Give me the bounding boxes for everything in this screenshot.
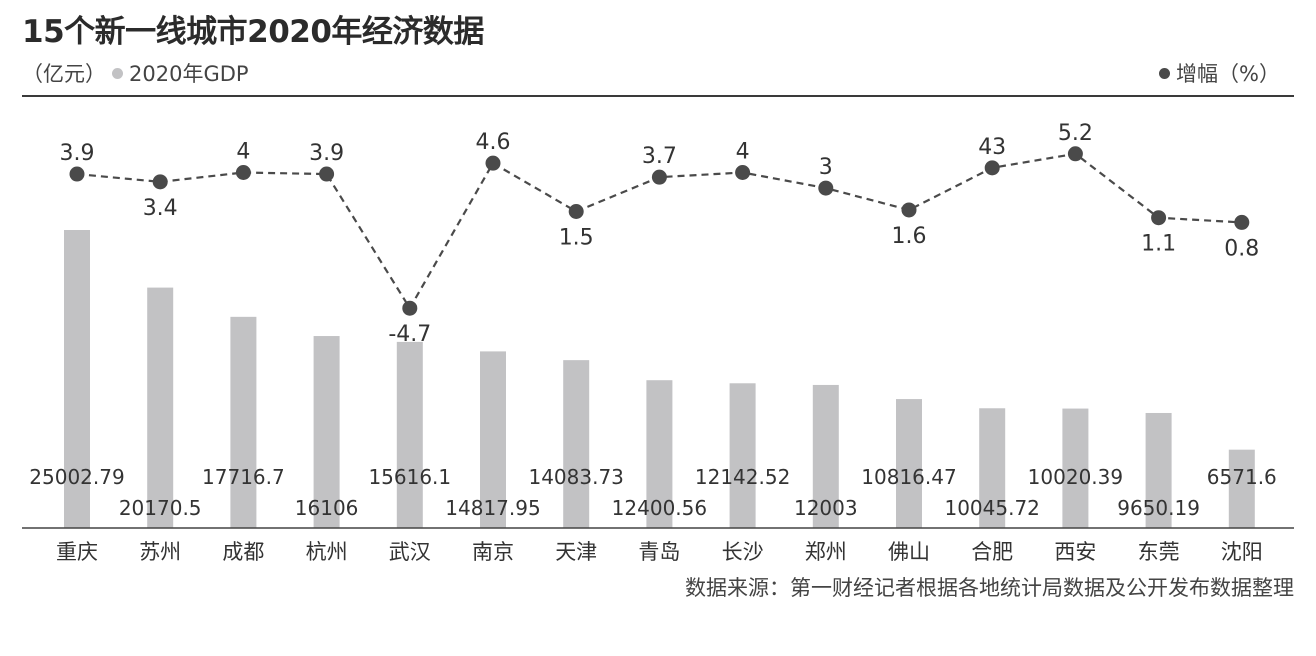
source-note: 数据来源：第一财经记者根据各地统计局数据及公开发布数据整理 [685, 576, 1294, 600]
growth-value-label-2: 3.4 [143, 196, 178, 221]
gdp-bar-11 [896, 399, 922, 528]
x-tick-label-15: 沈阳 [1221, 540, 1263, 564]
gdp-bar-10 [812, 384, 839, 528]
gdp-bar-1 [64, 230, 90, 528]
growth-point-5 [402, 300, 418, 316]
gdp-value-label-5: 15616.1 [368, 465, 451, 489]
x-tick-label-2: 苏州 [139, 540, 181, 564]
x-tick-label-8: 青岛 [638, 540, 680, 564]
x-tick-label-14: 东莞 [1138, 540, 1180, 564]
gdp-bar-4 [313, 336, 340, 528]
x-tick-label-12: 合肥 [971, 540, 1013, 564]
gdp-bar-5 [396, 341, 423, 528]
x-tick-label-1: 重庆 [56, 540, 98, 564]
growth-value-label-12: 43 [978, 135, 1006, 160]
gdp-value-label-13: 10020.39 [1028, 465, 1123, 489]
gdp-value-label-15: 6571.6 [1207, 465, 1277, 489]
growth-point-11 [901, 202, 917, 218]
gdp-bar-3 [230, 316, 257, 528]
gdp-value-label-1: 25002.79 [29, 465, 124, 489]
unit-label: （亿元） [22, 62, 106, 86]
gdp-bar-7 [563, 360, 590, 528]
growth-point-3 [235, 165, 251, 180]
gdp-bar-14 [1145, 412, 1172, 528]
x-tick-label-9: 长沙 [722, 540, 764, 564]
gdp-value-label-6: 14817.95 [445, 496, 540, 520]
gdp-value-label-8: 12400.56 [612, 496, 707, 520]
growth-point-8 [651, 169, 667, 185]
growth-value-label-6: 4.6 [476, 130, 511, 155]
gdp-bar-2 [147, 287, 174, 528]
growth-point-4 [319, 166, 335, 182]
gdp-value-label-9: 12142.52 [695, 465, 790, 489]
gdp-value-label-11: 10816.47 [861, 465, 956, 489]
gdp-bar-9 [729, 383, 756, 528]
growth-point-6 [485, 155, 501, 171]
chart-title: 15个新一线城市2020年经济数据 [22, 14, 484, 50]
growth-point-13 [1067, 146, 1083, 162]
legend-gdp: （亿元） 2020年GDP [22, 58, 249, 88]
growth-value-label-3: 4 [236, 140, 250, 165]
top-rule [22, 95, 1294, 97]
gdp-legend-marker [112, 68, 123, 79]
gdp-bar-15 [1228, 449, 1255, 528]
growth-point-14 [1151, 210, 1167, 226]
growth-value-label-7: 1.5 [559, 226, 594, 251]
gdp-value-label-10: 12003 [794, 496, 858, 520]
x-tick-label-7: 天津 [555, 540, 597, 564]
gdp-legend-label: 2020年GDP [129, 62, 249, 86]
growth-point-2 [152, 174, 168, 190]
growth-value-label-8: 3.7 [642, 144, 677, 169]
growth-value-label-9: 4 [736, 140, 750, 165]
gdp-value-label-2: 20170.5 [119, 496, 202, 520]
growth-value-label-5: -4.7 [388, 322, 431, 347]
x-tick-label-3: 成都 [222, 540, 264, 564]
growth-point-15 [1234, 214, 1250, 230]
growth-value-label-1: 3.9 [60, 141, 95, 166]
growth-value-label-13: 5.2 [1058, 121, 1093, 146]
gdp-value-label-4: 16106 [295, 496, 359, 520]
x-tick-label-10: 郑州 [805, 540, 847, 564]
growth-point-12 [984, 160, 1000, 176]
growth-value-label-14: 1.1 [1141, 232, 1176, 257]
gdp-value-label-14: 9650.19 [1117, 496, 1200, 520]
x-tick-label-6: 南京 [472, 540, 514, 564]
growth-value-label-15: 0.8 [1224, 236, 1259, 261]
growth-value-label-4: 3.9 [309, 141, 344, 166]
growth-legend-marker [1159, 68, 1171, 79]
growth-point-7 [568, 204, 584, 219]
gdp-value-label-7: 14083.73 [528, 465, 623, 489]
gdp-bar-8 [646, 380, 673, 528]
x-tick-label-5: 武汉 [389, 540, 431, 564]
growth-point-9 [735, 165, 751, 180]
growth-point-1 [69, 166, 85, 182]
x-tick-label-13: 西安 [1054, 540, 1096, 564]
x-tick-label-11: 佛山 [888, 540, 930, 564]
legend-growth: 增幅（%） [1153, 58, 1280, 88]
growth-value-label-11: 1.6 [892, 224, 927, 249]
x-tick-label-4: 杭州 [306, 540, 348, 564]
gdp-value-label-3: 17716.7 [202, 465, 285, 489]
growth-legend-label: 增幅（%） [1176, 62, 1280, 86]
growth-value-label-10: 3 [819, 155, 833, 180]
gdp-bar-13 [1062, 408, 1089, 528]
gdp-value-label-12: 10045.72 [944, 496, 1039, 520]
gdp-bar-6 [480, 351, 506, 528]
gdp-bar-12 [979, 408, 1006, 528]
growth-point-10 [818, 180, 834, 196]
